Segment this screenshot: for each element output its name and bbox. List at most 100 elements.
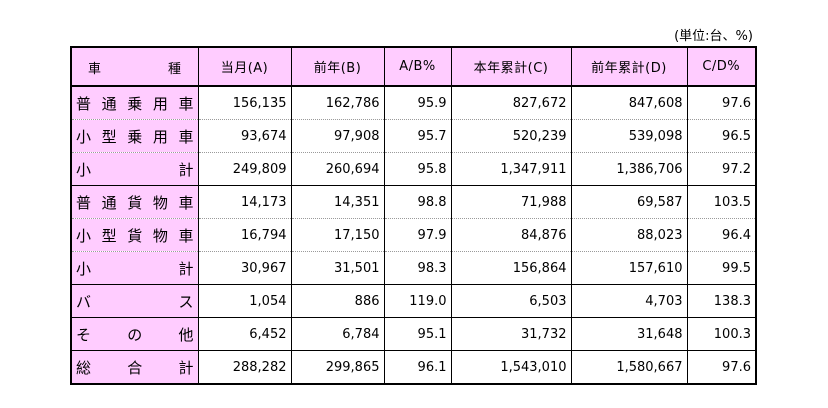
cell-prev-year: 299,865 bbox=[290, 350, 385, 385]
table-row: 小計 30,967 31,501 98.3 156,864 157,610 99.5 bbox=[70, 251, 757, 285]
row-label-char: 小 bbox=[76, 259, 92, 278]
cell-ytd: 520,239 bbox=[450, 119, 572, 153]
row-label-char: 小 bbox=[76, 127, 92, 146]
row-label-text: 小型貨物車 bbox=[76, 225, 194, 246]
row-label-char: 他 bbox=[178, 325, 194, 344]
table-row: バス 1,054 886 119.0 6,503 4,703 138.3 bbox=[70, 284, 757, 318]
header-vehicle-type: 車 種 bbox=[70, 46, 199, 87]
table-row: 普通貨物車 14,173 14,351 98.8 71,988 69,587 103.5 bbox=[70, 185, 757, 219]
cell-cd-ratio: 97.6 bbox=[686, 85, 757, 120]
cell-ytd: 1,347,911 bbox=[450, 152, 572, 186]
cell-prev-year: 17,150 bbox=[290, 218, 385, 252]
row-label: その他 bbox=[70, 317, 199, 351]
row-label-char: 用 bbox=[152, 94, 168, 113]
row-label-char: の bbox=[127, 325, 143, 344]
row-label-char: 計 bbox=[178, 358, 194, 377]
row-label-char: 計 bbox=[178, 160, 194, 179]
cell-prev-ytd: 157,610 bbox=[570, 251, 688, 285]
cell-ytd: 1,543,010 bbox=[450, 350, 572, 385]
cell-current-month: 156,135 bbox=[197, 85, 292, 120]
cell-cd-ratio: 103.5 bbox=[686, 185, 757, 219]
cell-prev-year: 14,351 bbox=[290, 185, 385, 219]
cell-current-month: 30,967 bbox=[197, 251, 292, 285]
cell-current-month: 249,809 bbox=[197, 152, 292, 186]
unit-note: (単位:台、%) bbox=[674, 29, 753, 44]
row-label-char: そ bbox=[76, 325, 92, 344]
cell-prev-year: 97,908 bbox=[290, 119, 385, 153]
header-prev-ytd: 前年累計(D) bbox=[570, 46, 688, 87]
row-label-char: 通 bbox=[101, 94, 117, 113]
cell-prev-ytd: 69,587 bbox=[570, 185, 688, 219]
header-ab-ratio: A/B% bbox=[383, 46, 452, 87]
row-label-char: 車 bbox=[178, 127, 194, 146]
cell-current-month: 1,054 bbox=[197, 284, 292, 318]
row-label: 小計 bbox=[70, 152, 199, 186]
row-label-text: 小型乗用車 bbox=[76, 126, 194, 147]
row-label: 小型乗用車 bbox=[70, 119, 199, 153]
row-label: バス bbox=[70, 284, 199, 318]
row-label-char: 普 bbox=[76, 94, 92, 113]
row-label-char: 車 bbox=[178, 193, 194, 212]
cell-ytd: 71,988 bbox=[450, 185, 572, 219]
row-label-text: その他 bbox=[76, 324, 194, 345]
cell-ytd: 156,864 bbox=[450, 251, 572, 285]
row-label-char: 小 bbox=[76, 226, 92, 245]
row-label-char: 普 bbox=[76, 193, 92, 212]
row-label-char: 通 bbox=[101, 193, 117, 212]
row-label-char: 物 bbox=[152, 193, 168, 212]
vehicle-sales-table: 車 種 当月(A) 前年(B) A/B% 本年累計(C) 前年累計(D) C/D… bbox=[70, 46, 757, 385]
header-prev-year: 前年(B) bbox=[290, 46, 385, 87]
row-label-text: 普通乗用車 bbox=[76, 93, 194, 114]
row-label-text: 普通貨物車 bbox=[76, 192, 194, 213]
row-label-char: 車 bbox=[178, 94, 194, 113]
cell-ytd: 827,672 bbox=[450, 85, 572, 120]
cell-prev-year: 260,694 bbox=[290, 152, 385, 186]
cell-prev-ytd: 847,608 bbox=[570, 85, 688, 120]
row-label-char: 乗 bbox=[127, 94, 143, 113]
table-row: 総 合 計 288,282 299,865 96.1 1,543,010 1,580,667 9… bbox=[70, 350, 757, 385]
header-cd-ratio: C/D% bbox=[686, 46, 757, 87]
cell-cd-ratio: 99.5 bbox=[686, 251, 757, 285]
row-label-char: 貨 bbox=[127, 193, 143, 212]
cell-prev-ytd: 1,580,667 bbox=[570, 350, 688, 385]
table-body: 普通乗用車 156,135 162,786 95.9 827,672 847,608 97.… bbox=[70, 85, 757, 385]
cell-current-month: 93,674 bbox=[197, 119, 292, 153]
row-label-char: 計 bbox=[178, 259, 194, 278]
row-label-char: 型 bbox=[101, 127, 117, 146]
row-label-char: 型 bbox=[101, 226, 117, 245]
cell-ab-ratio: 98.8 bbox=[383, 185, 452, 219]
cell-current-month: 6,452 bbox=[197, 317, 292, 351]
cell-ab-ratio: 97.9 bbox=[383, 218, 452, 252]
row-label-char: 用 bbox=[152, 127, 168, 146]
table-row: 小型乗用車 93,674 97,908 95.7 520,239 539,098 96.5 bbox=[70, 119, 757, 153]
row-label-char: 車 bbox=[178, 226, 194, 245]
header-vehicle-type-left: 車 bbox=[88, 62, 102, 77]
cell-prev-year: 162,786 bbox=[290, 85, 385, 120]
cell-prev-year: 886 bbox=[290, 284, 385, 318]
row-label: 総合計 bbox=[70, 350, 199, 385]
cell-current-month: 288,282 bbox=[197, 350, 292, 385]
row-label: 普通貨物車 bbox=[70, 185, 199, 219]
cell-prev-year: 31,501 bbox=[290, 251, 385, 285]
table-row: 小計 249,809 260,694 95.8 1,347,911 1,386,706 97… bbox=[70, 152, 757, 186]
cell-ytd: 84,876 bbox=[450, 218, 572, 252]
cell-prev-ytd: 1,386,706 bbox=[570, 152, 688, 186]
row-label-char: 乗 bbox=[127, 127, 143, 146]
cell-prev-ytd: 31,648 bbox=[570, 317, 688, 351]
header-vehicle-type-right: 種 bbox=[167, 62, 182, 77]
row-label-char: 総 bbox=[76, 358, 92, 377]
row-label-char: ス bbox=[178, 292, 194, 311]
row-label-text: 小計 bbox=[76, 159, 194, 180]
table-row: そ の 他 6,452 6,784 95.1 31,732 31,648 100.3 bbox=[70, 317, 757, 351]
cell-ytd: 6,503 bbox=[450, 284, 572, 318]
cell-ytd: 31,732 bbox=[450, 317, 572, 351]
cell-ab-ratio: 119.0 bbox=[383, 284, 452, 318]
cell-cd-ratio: 97.2 bbox=[686, 152, 757, 186]
header-current-month: 当月(A) bbox=[197, 46, 292, 87]
cell-ab-ratio: 96.1 bbox=[383, 350, 452, 385]
cell-prev-ytd: 4,703 bbox=[570, 284, 688, 318]
cell-cd-ratio: 100.3 bbox=[686, 317, 757, 351]
cell-cd-ratio: 97.6 bbox=[686, 350, 757, 385]
cell-current-month: 14,173 bbox=[197, 185, 292, 219]
row-label-text: 小計 bbox=[76, 258, 194, 279]
